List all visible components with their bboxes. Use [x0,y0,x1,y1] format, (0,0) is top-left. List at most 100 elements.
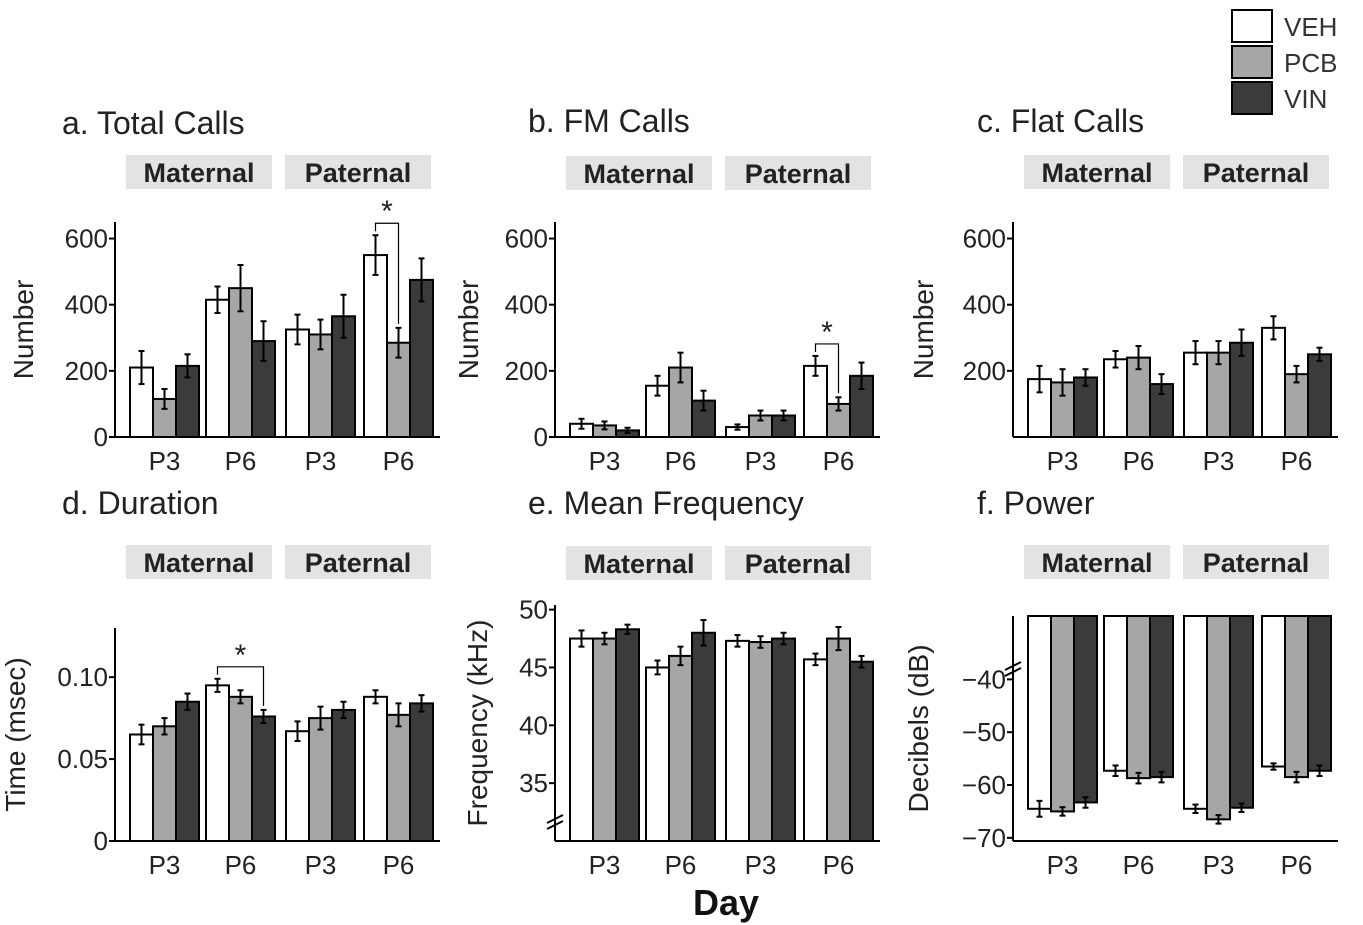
error-bar-pcb-1 [237,689,244,705]
bar-pcb-p6-1 [668,654,693,843]
significance-marker: * [821,316,833,349]
error-bar-pcb-3 [395,326,402,359]
strip-maternal [566,546,712,580]
bar-veh-p3-2 [285,730,310,843]
bar-vin-p3-2 [1229,615,1254,809]
error-bar-veh-2 [734,634,741,648]
y-tick-label: 200 [65,356,108,386]
strip-label-paternal: Paternal [1203,158,1310,188]
error-bar-veh-1 [214,285,221,314]
error-bar-vin-1 [700,389,707,412]
error-bar-vin-0 [1082,796,1089,809]
strip-label-maternal: Maternal [583,549,694,579]
error-bar-vin-3 [1316,346,1323,362]
bar-veh-p6-1 [645,666,670,842]
x-tick-label: P3 [149,850,181,880]
error-bar-vin-2 [340,293,347,339]
strip-paternal [1183,155,1329,189]
x-tick-label: P3 [589,446,621,476]
y-tick-label: 400 [505,290,548,320]
x-tick-label: P3 [305,850,337,880]
bar-veh-p6-1 [205,684,230,842]
error-bar-pcb-3 [395,702,402,728]
x-tick-label: P6 [1123,446,1155,476]
strip-paternal [725,156,871,190]
strip-paternal [1183,545,1329,579]
error-bar-vin-1 [1158,373,1165,395]
x-tick-label: P6 [1281,850,1313,880]
axis-break-mark [1004,661,1022,671]
error-bar-pcb-3 [1293,364,1300,384]
y-tick-label: 0 [94,826,108,856]
axis-break-mark [546,820,564,830]
strip-maternal [126,545,272,579]
x-tick-label: P3 [745,850,777,880]
strip-label-paternal: Paternal [305,158,412,188]
y-tick-label: 35 [519,768,548,798]
bar-pcb-p3-2 [748,641,773,842]
error-bar-pcb-2 [757,409,764,422]
error-bar-veh-2 [734,423,741,431]
panel-f-power: f. Power Maternal Paternal −40 −50 −60 −70 Deci… [903,485,1338,880]
y-tick-label: 40 [519,710,548,740]
error-bar-veh-1 [654,374,661,397]
bar-vin-p6-1 [691,631,716,842]
error-bar-veh-1 [1112,350,1119,369]
bar-pcb-p3-0 [1050,615,1075,813]
panel-d-duration: d. Duration Maternal Paternal 0 0.05 0.10 Time… [0,485,440,880]
bar-pcb-p6-3 [1284,615,1309,779]
y-tick-label: 600 [65,224,108,254]
x-tick-label: P6 [225,446,257,476]
x-tick-label: P6 [1281,446,1313,476]
error-bar-pcb-0 [601,420,608,431]
error-bar-pcb-1 [237,264,244,313]
panel-a-total-calls: a. Total Calls Maternal Paternal 0 200 400 600… [8,105,440,476]
y-axis-label: Number [908,280,939,380]
error-bar-pcb-3 [835,396,842,412]
strip-label-paternal: Paternal [1203,548,1310,578]
y-tick-label: 600 [505,224,548,254]
legend: VEH PCB VIN [1231,9,1337,115]
error-bar-veh-0 [578,629,585,648]
error-bar-pcb-3 [835,625,842,652]
y-tick-label: 400 [963,290,1006,320]
x-tick-label: P3 [589,850,621,880]
error-bar-vin-1 [260,320,267,362]
x-tick-label: P3 [1047,850,1079,880]
error-bar-veh-3 [1270,762,1277,771]
strip-label-maternal: Maternal [143,158,254,188]
bar-veh-p3-2 [285,328,310,438]
bar-veh-p6-3 [803,658,828,843]
strip-paternal [285,155,431,189]
y-tick-label: 45 [519,652,548,682]
x-tick-label: P6 [823,850,855,880]
error-bar-pcb-1 [1135,345,1142,371]
x-tick-label: P6 [665,446,697,476]
bar-pcb-p6-3 [386,713,411,842]
error-bar-vin-1 [260,708,267,725]
strip-maternal [1024,155,1170,189]
bar-pcb-p3-0 [592,637,617,842]
y-tick-label: −70 [962,823,1006,853]
error-bar-veh-0 [1036,364,1043,394]
error-bar-pcb-1 [1135,771,1142,785]
y-axis-label: Frequency (kHz) [462,620,493,827]
bar-pcb-p3-2 [308,717,333,842]
error-bar-pcb-0 [1059,368,1066,397]
significance-bracket: * [374,195,400,324]
panel-title: b. FM Calls [528,103,690,139]
y-axis-label: Time (msec) [0,657,31,812]
panel-title: a. Total Calls [62,105,245,141]
bar-veh-p6-3 [363,695,388,842]
strip-label-paternal: Paternal [745,549,852,579]
strip-maternal [126,155,272,189]
error-bar-vin-0 [184,692,191,711]
error-bar-veh-3 [372,234,379,276]
y-axis-label: Number [453,280,484,380]
bar-vin-p3-0 [615,628,640,843]
error-bar-vin-0 [624,623,631,635]
error-bar-vin-3 [418,694,425,713]
bar-vin-p3-2 [331,708,356,843]
strip-label-paternal: Paternal [305,548,412,578]
error-bar-veh-3 [812,652,819,667]
